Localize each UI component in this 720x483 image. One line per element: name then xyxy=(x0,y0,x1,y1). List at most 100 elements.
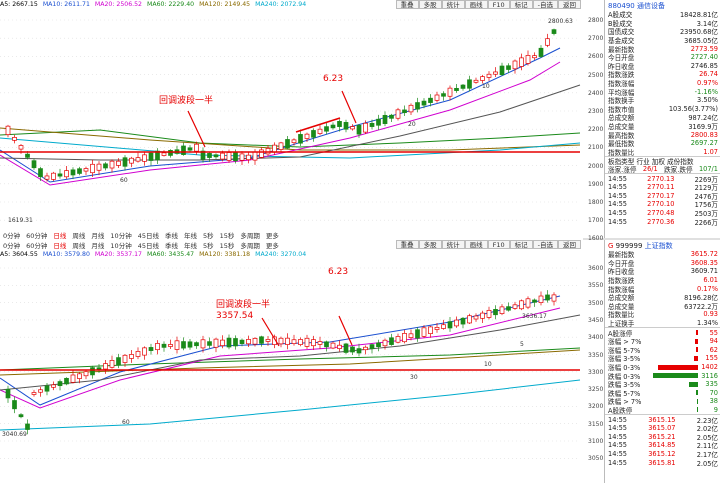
breadth-bar xyxy=(657,364,698,370)
annotation-date-bot: 6.23 xyxy=(328,267,349,277)
tick-row: 14:55 3615.12 2.17亿 xyxy=(605,450,720,459)
period-tab[interactable]: 5秒 xyxy=(202,232,214,240)
quote-value: 3615.72 xyxy=(690,250,718,259)
period-tab[interactable]: 周线 xyxy=(72,232,86,240)
toolbar-button[interactable]: 统计 xyxy=(441,0,465,9)
candle-body xyxy=(317,128,323,134)
candle-body xyxy=(317,341,323,345)
period-tab[interactable]: 5秒 xyxy=(202,242,214,250)
period-tab[interactable]: 周线 xyxy=(72,242,86,250)
period-tab[interactable]: 日线 xyxy=(53,232,67,240)
toolbar-button[interactable]: -自选 xyxy=(532,240,558,249)
candle-body xyxy=(220,339,225,347)
period-tab[interactable]: 年线 xyxy=(183,242,197,250)
toolbar-button[interactable]: 重叠 xyxy=(395,240,419,249)
breadth-bar-track xyxy=(646,364,698,370)
period-tab[interactable]: 60分钟 xyxy=(26,232,48,240)
period-tab[interactable]: 45日线 xyxy=(137,232,159,240)
annotation-date: 6.23 xyxy=(323,74,344,84)
period-tab[interactable]: 15秒 xyxy=(219,242,235,250)
toolbar-button[interactable]: F10 xyxy=(487,240,510,249)
ma-legend-item: MA60: 2229.40 xyxy=(147,1,195,8)
toolbar-button[interactable]: -自选 xyxy=(532,0,558,9)
period-tab[interactable]: 更多 xyxy=(265,232,279,240)
period-tab[interactable]: 多周期 xyxy=(240,242,260,250)
quote-value: 3609.71 xyxy=(690,267,718,276)
toolbar-button[interactable]: 标记 xyxy=(509,240,533,249)
period-tab[interactable]: 年线 xyxy=(183,232,197,240)
breadth-label: 跌幅 > 7% xyxy=(608,398,642,407)
tick-row: 14:55 2770.36 2266万 xyxy=(605,217,720,227)
candle-body xyxy=(25,423,30,430)
candle-body xyxy=(18,414,24,418)
candle-body xyxy=(44,175,50,180)
candlestick-chart-top[interactable] xyxy=(0,0,583,238)
candlestick-chart-bottom[interactable] xyxy=(0,260,583,483)
period-tab[interactable]: 更多 xyxy=(265,242,279,250)
period-tab[interactable]: 季线 xyxy=(164,242,178,250)
tick-volume: 2.17亿 xyxy=(696,450,718,459)
quote-row: 指数涨幅 0.17% xyxy=(605,284,720,294)
period-tab[interactable]: 60分钟 xyxy=(26,242,48,250)
period-tab[interactable]: 月线 xyxy=(91,242,105,250)
candle-body xyxy=(369,122,375,127)
candle-body xyxy=(187,147,193,151)
candle-body xyxy=(434,326,440,330)
quote-value: 0.17% xyxy=(697,284,718,293)
toolbar-button[interactable]: 多股 xyxy=(418,0,442,9)
candle-body xyxy=(31,392,37,395)
candle-body xyxy=(38,389,43,393)
tick-volume: 2.11亿 xyxy=(696,442,718,451)
period-tab[interactable]: 多周期 xyxy=(240,232,260,240)
top-chart-pane[interactable]: A5: 2667.15 MA10: 2611.71 MA20: 2506.52 MA6… xyxy=(0,0,583,240)
toolbar-button[interactable]: F10 xyxy=(487,0,510,9)
toolbar-button[interactable]: 返回 xyxy=(558,240,581,249)
candle-body xyxy=(135,157,141,162)
candle-body xyxy=(265,339,271,342)
period-tab[interactable]: 月线 xyxy=(91,232,105,240)
candle-body xyxy=(512,304,518,309)
toolbar-button[interactable]: 统计 xyxy=(441,240,465,249)
candle-body xyxy=(408,333,414,338)
index-name: 上证指数 xyxy=(644,242,673,250)
tick-row: 14:55 3615.15 2.23亿 xyxy=(605,415,720,425)
price-axis-top: 2800 2700 2600 2500 2400 2300 2200 2100 2000 1900… xyxy=(586,0,608,242)
period-tab[interactable]: 日线 xyxy=(53,242,67,250)
toolbar-button[interactable]: 标记 xyxy=(509,0,533,9)
quote-label: A股成交 xyxy=(608,11,633,20)
breadth-row: 跌幅 3-5% 335 xyxy=(605,380,720,389)
candle-body xyxy=(57,173,63,177)
period-tab[interactable]: 10分钟 xyxy=(110,242,132,250)
candle-body xyxy=(454,319,459,327)
candle-body xyxy=(155,150,160,161)
tick-volume: 2476万 xyxy=(694,192,718,201)
ma-line xyxy=(0,47,561,183)
breadth-value: 94 xyxy=(709,337,718,346)
candle-body xyxy=(44,385,50,392)
period-tab[interactable]: 季线 xyxy=(164,232,178,240)
breadth-bar xyxy=(696,347,698,353)
toolbar-button[interactable]: 返回 xyxy=(558,0,581,9)
period-tab[interactable]: 45日线 xyxy=(137,242,159,250)
candle-body xyxy=(278,337,284,345)
candle-body xyxy=(278,142,284,150)
period-tabs-bottom: 0分钟 60分钟 日线 周线 月线 10分钟 45日线 季线 年线 5秒 15秒 多周期 更多 xyxy=(0,240,583,250)
toolbar-button[interactable]: 多股 xyxy=(418,240,442,249)
quote-label: 最高指数 xyxy=(608,131,635,140)
period-tab[interactable]: 0分钟 xyxy=(3,242,21,250)
index-type-row[interactable]: 板指类型 行业 加权 成份指数 xyxy=(605,156,720,166)
toolbar-button[interactable]: 画线 xyxy=(464,0,488,9)
candle-body xyxy=(5,388,11,399)
ma-line xyxy=(0,349,581,376)
quote-row: 总成交额 987.24亿 xyxy=(605,113,720,122)
toolbar-button[interactable]: 画线 xyxy=(464,240,488,249)
candle-body xyxy=(103,163,108,169)
period-tab[interactable]: 10分钟 xyxy=(110,232,132,240)
low-label-bot: 3040.69 xyxy=(2,431,27,438)
breadth-label: 跌幅 5-7% xyxy=(608,389,641,398)
period-tab[interactable]: 0分钟 xyxy=(3,232,21,240)
period-tab[interactable]: 15秒 xyxy=(219,232,235,240)
toolbar-button[interactable]: 重叠 xyxy=(395,0,419,9)
bottom-chart-pane[interactable]: 0分钟 60分钟 日线 周线 月线 10分钟 45日线 季线 年线 5秒 15秒 多周期 更多 A5: … xyxy=(0,240,583,483)
index-code: 999999 xyxy=(615,242,643,250)
